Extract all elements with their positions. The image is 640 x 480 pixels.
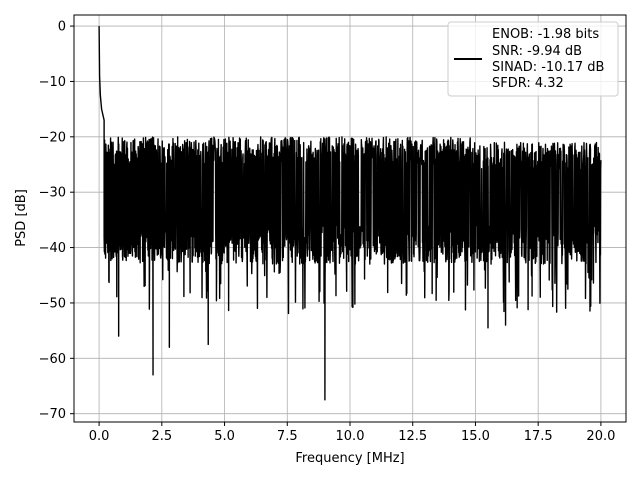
y-axis-label: PSD [dB] [14,189,29,247]
legend-line-sfdr: SFDR: 4.32 [492,76,564,91]
series-layer [98,26,602,401]
x-tick-label: 10.0 [336,429,365,444]
psd-series-line [98,26,602,401]
y-tick-label: 0 [58,20,66,35]
x-tick-label: 20.0 [586,429,615,444]
x-tick-label: 15.0 [461,429,490,444]
x-axis: 0.0 2.5 5.0 7.5 10.0 12.5 15.0 17.5 20.0 [89,422,615,444]
y-tick-label: −40 [39,241,66,256]
x-tick-label: 2.5 [151,429,172,444]
y-tick-label: −30 [39,186,66,201]
legend-line-enob: ENOB: -1.98 bits [492,27,599,42]
y-tick-label: −20 [39,130,66,145]
y-tick-label: −50 [39,296,66,311]
x-tick-label: 7.5 [277,429,298,444]
x-tick-label: 12.5 [398,429,427,444]
legend-line-sinad: SINAD: -10.17 dB [492,60,604,75]
legend: ENOB: -1.98 bits SNR: -9.94 dB SINAD: -1… [447,21,619,97]
y-tick-label: −10 [39,75,66,90]
y-tick-label: −70 [39,407,66,422]
legend-line-snr: SNR: -9.94 dB [492,44,582,59]
x-tick-label: 0.0 [89,429,110,444]
y-tick-label: −60 [39,352,66,367]
x-tick-label: 5.0 [214,429,235,444]
y-axis: 0 −10 −20 −30 −40 −50 −60 −70 [39,20,74,422]
legend-box [447,21,619,97]
x-axis-label: Frequency [MHz] [295,451,404,466]
x-tick-label: 17.5 [524,429,553,444]
